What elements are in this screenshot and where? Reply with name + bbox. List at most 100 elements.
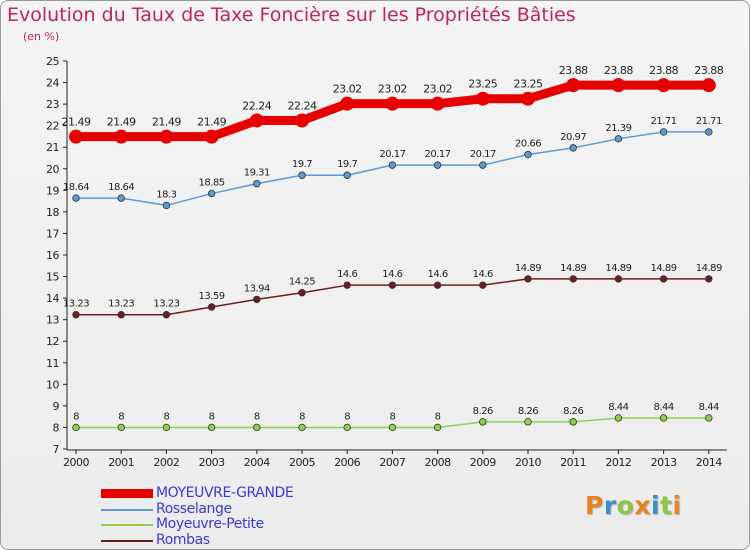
data-label: 8.26 (518, 406, 538, 417)
data-point (253, 423, 261, 432)
data-label: 14.89 (605, 263, 631, 274)
chart-title: Evolution du Taux de Taxe Foncière sur l… (7, 4, 576, 26)
data-label: 13.94 (244, 283, 270, 294)
data-label: 14.6 (427, 269, 447, 280)
data-point (479, 281, 487, 289)
data-point (295, 113, 309, 128)
data-label: 19.7 (337, 159, 357, 170)
data-point (566, 78, 581, 93)
data-label: 20.17 (425, 149, 451, 160)
x-tick-label: 2000 (63, 456, 89, 469)
x-tick-label: 2001 (108, 456, 134, 469)
x-tick-label: 2006 (334, 456, 360, 469)
data-label: 13.59 (199, 291, 225, 302)
data-label: 14.6 (473, 269, 493, 280)
data-label: 8.44 (699, 402, 719, 413)
logo-letter: t (660, 491, 673, 520)
data-point (207, 303, 216, 311)
data-label: 21.71 (651, 116, 677, 127)
data-label: 14.89 (651, 263, 677, 274)
logo-letter: r (603, 491, 617, 520)
y-tick-label: 9 (53, 400, 60, 413)
data-point (479, 161, 487, 169)
data-point (72, 311, 80, 319)
x-tick-label: 2002 (153, 456, 179, 469)
logo-letter: i (651, 491, 661, 520)
legend-label: Rombas (156, 531, 210, 548)
data-label: 23.02 (423, 83, 452, 96)
data-label: 19.31 (244, 168, 270, 179)
data-point (705, 128, 713, 136)
data-label: 19.7 (292, 159, 312, 170)
y-tick-label: 18 (46, 206, 59, 219)
y-tick-label: 7 (53, 443, 60, 456)
data-label: 18.85 (199, 178, 225, 189)
data-point (253, 179, 261, 188)
data-point (524, 418, 532, 426)
data-label: 23.88 (694, 64, 723, 77)
y-tick-label: 14 (46, 292, 59, 305)
data-point (385, 96, 400, 111)
data-label: 20.17 (379, 149, 405, 160)
x-tick-label: 2011 (560, 456, 586, 469)
data-point (569, 144, 577, 152)
data-point (253, 295, 261, 304)
legend-label: MOYEUVRE-GRANDE (156, 485, 294, 501)
data-label: 23.88 (649, 64, 678, 77)
data-label: 8 (254, 411, 260, 422)
x-tick-label: 2014 (696, 456, 722, 469)
data-label: 8 (118, 411, 124, 422)
data-label: 18.3 (156, 189, 176, 200)
data-label: 23.88 (604, 64, 633, 77)
data-label: 18.64 (63, 182, 89, 193)
legend-swatch (101, 489, 153, 498)
data-point (298, 171, 306, 179)
x-tick-label: 2009 (470, 456, 496, 469)
proxiti-logo: Proxiti (585, 491, 682, 520)
x-tick-label: 2012 (605, 456, 631, 469)
x-tick-label: 2003 (199, 456, 225, 469)
data-label: 14.89 (515, 263, 541, 274)
data-label: 8.26 (473, 406, 493, 417)
y-tick-label: 20 (46, 163, 59, 176)
data-point (298, 289, 306, 297)
legend-label: Rosselange (156, 500, 232, 517)
data-label: 23.02 (378, 83, 407, 96)
legend-swatch (101, 539, 153, 542)
y-tick-label: 16 (46, 249, 59, 262)
data-point (388, 161, 397, 169)
data-label: 8 (73, 411, 79, 422)
data-point (705, 275, 713, 283)
data-point (430, 96, 445, 111)
data-label: 8.44 (608, 402, 628, 413)
data-label: 8.44 (653, 402, 673, 413)
data-point (388, 281, 397, 289)
data-label: 18.64 (108, 182, 134, 193)
data-point (524, 150, 532, 159)
data-point (388, 423, 397, 432)
data-label: 14.6 (382, 269, 402, 280)
data-point (340, 96, 355, 111)
x-tick-label: 2008 (425, 456, 451, 469)
data-point (162, 423, 171, 432)
data-point (207, 423, 216, 432)
data-label: 21.49 (152, 116, 181, 129)
data-label: 20.66 (515, 139, 541, 150)
data-label: 23.88 (559, 64, 588, 77)
data-point (159, 129, 174, 144)
data-point (343, 171, 351, 179)
data-point (659, 414, 668, 422)
data-label: 14.6 (337, 269, 357, 280)
data-point (521, 91, 535, 106)
y-axis-unit: (en %) (23, 30, 60, 43)
data-point (343, 281, 351, 289)
data-point (433, 281, 442, 289)
data-point (207, 189, 216, 198)
data-label: 14.89 (696, 263, 722, 274)
data-point (249, 113, 264, 128)
data-point (72, 194, 80, 202)
data-point (69, 129, 83, 144)
y-tick-label: 12 (46, 335, 59, 348)
data-label: 21.39 (605, 123, 631, 134)
